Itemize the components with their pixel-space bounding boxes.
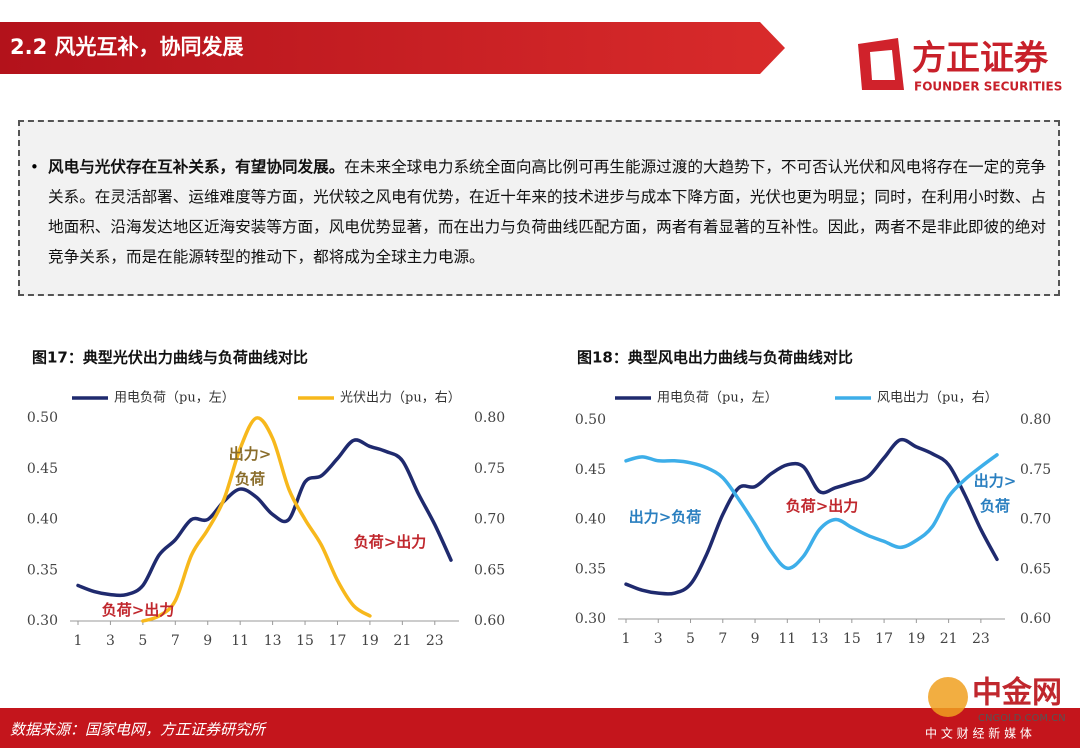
- watermark-url: CNGOLD.COM.CN: [978, 713, 1066, 724]
- x-tick-label: 11: [778, 631, 796, 647]
- y-tick-label: 0.35: [27, 562, 58, 578]
- y-tick-label: 0.45: [575, 462, 606, 478]
- x-tick-label: 19: [907, 631, 925, 647]
- title-banner: [0, 22, 785, 74]
- x-tick-label: 5: [686, 631, 695, 647]
- x-tick-label: 11: [231, 633, 249, 649]
- x-tick-label: 23: [972, 631, 990, 647]
- slide-title: 2.2 风光互补，协同发展: [10, 35, 244, 59]
- x-tick-label: 1: [74, 633, 83, 649]
- y2-tick-label: 0.80: [474, 410, 505, 426]
- y2-tick-label: 0.70: [474, 512, 505, 528]
- x-tick-label: 21: [393, 633, 411, 649]
- paragraph: 风电与光伏存在互补关系，有望协同发展。在未来全球电力系统全面向高比例可再生能源过…: [48, 152, 1048, 272]
- y-tick-label: 0.30: [575, 611, 606, 627]
- watermark: 中金网 CNGOLD.COM.CN 中 文 财 经 新 媒 体: [925, 676, 1066, 741]
- y2-tick-label: 0.75: [474, 461, 505, 477]
- annotation: 负荷>出力: [354, 533, 427, 551]
- x-tick-label: 1: [622, 631, 631, 647]
- footer-source: 数据来源：国家电网，方正证券研究所: [10, 721, 267, 739]
- body: 在未来全球电力系统全面向高比例可再生能源过渡的大趋势下，不可否认光伏和风电将存在…: [48, 158, 1047, 266]
- x-tick-label: 17: [875, 631, 893, 647]
- lead: 风电与光伏存在互补关系，有望协同发展。: [48, 158, 345, 176]
- y-tick-label: 0.30: [27, 613, 58, 629]
- x-tick-label: 13: [264, 633, 282, 649]
- annotation: 负荷: [980, 497, 1010, 515]
- x-tick-label: 7: [171, 633, 180, 649]
- x-tick-label: 19: [361, 633, 379, 649]
- x-tick-label: 9: [751, 631, 760, 647]
- y2-tick-label: 0.60: [474, 613, 505, 629]
- series-line: [141, 416, 372, 623]
- x-tick-label: 17: [329, 633, 347, 649]
- x-tick-label: 3: [106, 633, 115, 649]
- y-tick-label: 0.50: [575, 412, 606, 428]
- annotation: 出力>: [974, 472, 1017, 490]
- annotation: 负荷>出力: [786, 497, 859, 515]
- watermark-slogan: 中 文 财 经 新 媒 体: [925, 726, 1032, 741]
- y2-tick-label: 0.60: [1020, 611, 1051, 627]
- watermark-name: 中金网: [972, 676, 1062, 711]
- annotation: 出力>: [229, 445, 272, 463]
- logo-cn: 方正证券: [912, 39, 1049, 79]
- logo-mark-inner: [870, 50, 895, 80]
- series-line: [624, 453, 999, 571]
- x-tick-label: 23: [426, 633, 444, 649]
- x-tick-label: 9: [203, 633, 212, 649]
- y2-tick-label: 0.65: [474, 562, 505, 578]
- x-tick-label: 5: [138, 633, 147, 649]
- x-tick-label: 15: [296, 633, 314, 649]
- x-tick-label: 13: [811, 631, 829, 647]
- chart-title: 图17：典型光伏出力曲线与负荷曲线对比: [32, 349, 308, 367]
- logo: 方正证券 FOUNDER SECURITIES: [858, 38, 1062, 94]
- y-tick-label: 0.40: [575, 512, 606, 528]
- series-line: [76, 438, 453, 598]
- legend-label: 用电负荷（pu，左）: [657, 391, 778, 406]
- annotation: 出力>负荷: [629, 508, 702, 526]
- legend-label: 用电负荷（pu，左）: [114, 391, 235, 406]
- annotation: 负荷>出力: [102, 601, 175, 619]
- x-tick-label: 3: [654, 631, 663, 647]
- chart-title: 图18：典型风电出力曲线与负荷曲线对比: [577, 349, 853, 367]
- y2-tick-label: 0.80: [1020, 412, 1051, 428]
- watermark-logo: [928, 677, 968, 717]
- series-line: [624, 437, 999, 596]
- footer-bar: [0, 708, 1080, 748]
- x-tick-label: 15: [843, 631, 861, 647]
- logo-en: FOUNDER SECURITIES: [914, 80, 1062, 94]
- y-tick-label: 0.50: [27, 410, 58, 426]
- legend-label: 风电出力（pu，右）: [877, 391, 998, 406]
- x-tick-label: 7: [718, 631, 727, 647]
- x-tick-label: 21: [940, 631, 958, 647]
- text-box: • 风电与光伏存在互补关系，有望协同发展。在未来全球电力系统全面向高比例可再生能…: [18, 120, 1060, 296]
- y-tick-label: 0.45: [27, 461, 58, 477]
- y-tick-label: 0.35: [575, 561, 606, 577]
- annotation: 负荷: [235, 470, 265, 488]
- bullet: •: [30, 158, 39, 176]
- y-tick-label: 0.40: [27, 512, 58, 528]
- y2-tick-label: 0.70: [1020, 512, 1051, 528]
- legend-label: 光伏出力（pu，右）: [340, 391, 461, 406]
- y2-tick-label: 0.65: [1020, 561, 1051, 577]
- y2-tick-label: 0.75: [1020, 462, 1051, 478]
